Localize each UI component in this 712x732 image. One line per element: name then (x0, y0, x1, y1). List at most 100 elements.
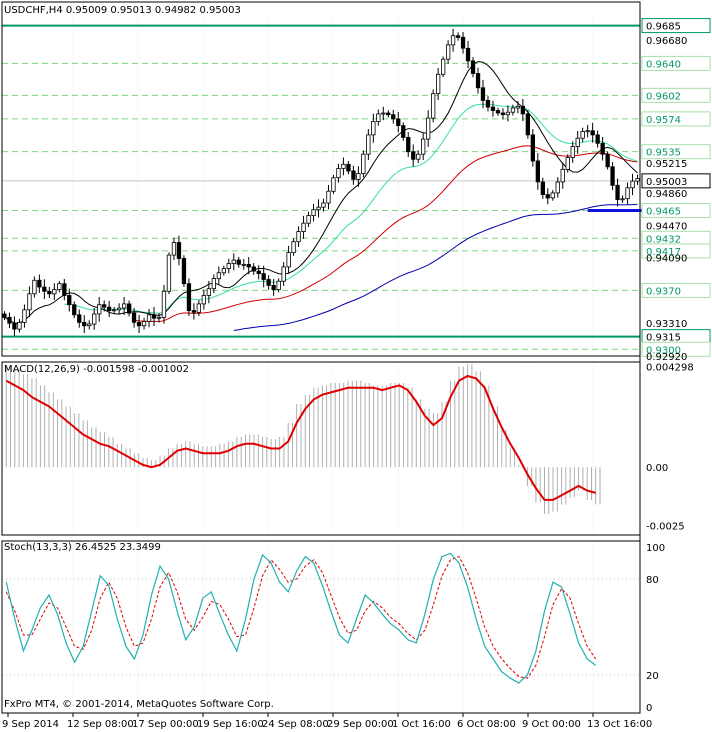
candle-72-body (361, 153, 366, 174)
candle-34-body (171, 242, 177, 256)
candle-19-body (97, 304, 102, 315)
candle-25-body (127, 303, 132, 314)
candle-75-body (376, 113, 381, 122)
candle-105-body (525, 113, 530, 136)
time-tick-label: 6 Oct 08:00 (457, 719, 516, 730)
price-tag-box (641, 243, 711, 259)
price-tag-box (641, 203, 711, 219)
candle-21-body (107, 306, 112, 312)
candle-67-body (336, 168, 341, 179)
candle-98-body (490, 106, 496, 111)
candle-109-body (545, 194, 550, 199)
candle-57-body (286, 252, 291, 268)
candle-63-body (316, 206, 321, 211)
ma-mint-line (64, 103, 638, 314)
candle-119-body (595, 134, 600, 144)
candle-81-body (406, 136, 411, 153)
price-tag-label: 0.9432 (646, 234, 681, 245)
price-tick-label: 0.95215 (646, 159, 687, 170)
candle-106-body (530, 134, 535, 162)
main-chart-header: USDCHF,H4 0.95009 0.95013 0.94982 0.9500… (4, 5, 241, 16)
candle-38-body (191, 310, 197, 313)
candle-92-body (460, 36, 466, 49)
candle-86-body (430, 93, 436, 119)
candle-20-body (102, 304, 107, 308)
candle-43-body (216, 272, 222, 280)
candle-99-body (495, 110, 501, 114)
candle-37-body (186, 283, 192, 312)
candle-13-body (67, 295, 72, 306)
macd-panel (5, 364, 601, 514)
candle-22-body (112, 309, 117, 312)
candle-60-body (301, 222, 306, 232)
price-tag-label: 0.9300 (646, 345, 681, 356)
candle-66-body (331, 177, 336, 192)
candle-17-body (87, 323, 92, 327)
price-tag-box (641, 173, 711, 189)
candle-100-body (500, 112, 506, 116)
macd-signal-line (5, 374, 596, 501)
candle-65-body (326, 190, 331, 204)
candle-47-body (236, 259, 241, 265)
price-tag-label: 0.9685 (646, 22, 681, 33)
candle-49-body (246, 263, 251, 268)
candle-89-body (445, 44, 451, 60)
candle-82-body (411, 151, 416, 160)
time-tick-label: 29 Sep 00:00 (327, 719, 394, 730)
candle-116-body (580, 131, 585, 139)
macd-tick-label: 0.004298 (646, 363, 694, 374)
candle-90-body (450, 35, 456, 46)
time-tick-label: 19 Sep 16:00 (197, 719, 264, 730)
price-tag-label: 0.95003 (646, 177, 687, 188)
candle-36-body (181, 258, 187, 285)
candle-85-body (425, 117, 431, 140)
candle-50-body (251, 266, 256, 272)
candle-94-body (470, 60, 476, 74)
candle-87-body (435, 73, 441, 95)
price-tag-label: 0.9465 (646, 207, 681, 218)
candle-12-body (62, 283, 67, 296)
candle-123-body (615, 184, 620, 201)
candle-23-body (117, 307, 122, 311)
price-tick-label: 0.94090 (646, 254, 687, 265)
ma-black-line (4, 61, 638, 324)
time-tick-label: 9 Oct 00:00 (522, 719, 581, 730)
candle-110-body (550, 192, 555, 199)
candle-71-body (356, 173, 361, 180)
candle-64-body (321, 202, 326, 208)
candle-95-body (475, 73, 481, 89)
time-tick-label: 1 Oct 16:00 (392, 719, 451, 730)
time-tick-label: 17 Sep 00:00 (132, 719, 199, 730)
candle-39-body (196, 303, 202, 313)
price-tag-label: 0.9640 (646, 59, 681, 70)
candle-113-body (565, 157, 570, 170)
stoch-tick-label: 0 (646, 703, 652, 714)
candle-55-body (276, 280, 281, 291)
ma-blue-line (233, 203, 638, 331)
copyright-text: FxPro MT4, © 2001-2014, MetaQuotes Softw… (4, 699, 274, 710)
candle-26-body (131, 312, 137, 323)
candle-6-body (32, 279, 37, 295)
candle-88-body (440, 58, 446, 75)
candle-127-body (635, 178, 640, 182)
candle-10-body (52, 289, 57, 295)
candle-114-body (570, 146, 575, 158)
candle-2-body (12, 322, 17, 330)
candle-56-body (281, 266, 286, 282)
candle-104-body (520, 105, 525, 115)
candle-61-body (306, 215, 311, 224)
candle-3-body (17, 321, 22, 330)
candle-5-body (27, 293, 32, 311)
candle-40-body (201, 295, 207, 305)
candle-14-body (72, 304, 77, 316)
candle-93-body (465, 47, 471, 62)
candle-28-body (141, 321, 147, 327)
stochastic-panel (2, 552, 640, 684)
candle-51-body (256, 270, 261, 275)
price-tag-label: 0.9535 (646, 148, 681, 159)
candle-29-body (146, 314, 152, 322)
candle-107-body (535, 160, 540, 183)
candle-52-body (261, 273, 266, 280)
